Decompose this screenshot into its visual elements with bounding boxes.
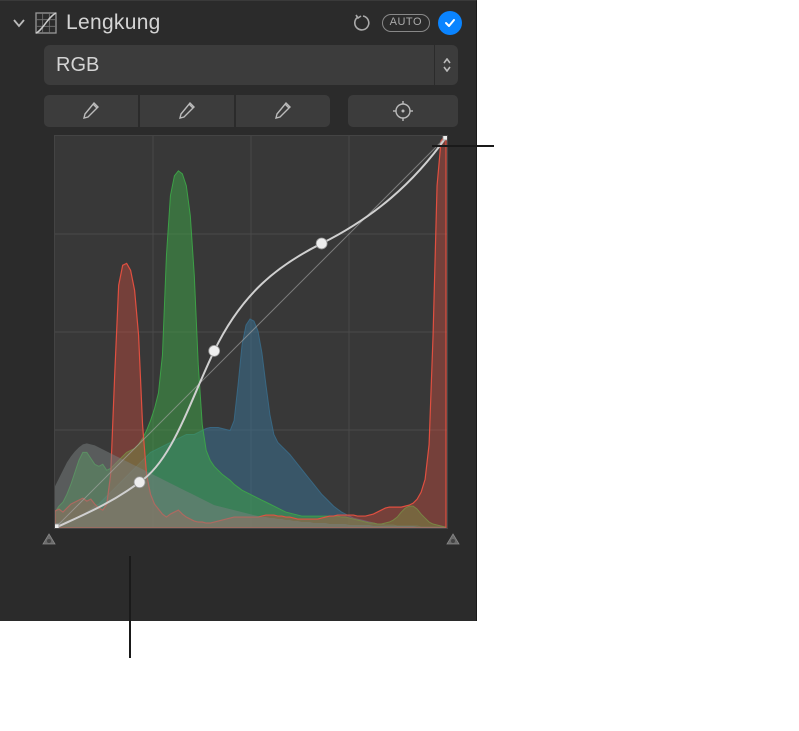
panel-title: Lengkung: [66, 11, 344, 35]
curves-module-icon: [34, 11, 58, 35]
enabled-checkbox[interactable]: [438, 11, 462, 35]
add-curve-point-button[interactable]: [348, 95, 458, 127]
controls-area: RGB: [0, 45, 476, 549]
disclosure-chevron-icon[interactable]: [12, 16, 26, 30]
curves-panel: Lengkung AUTO RGB: [0, 0, 477, 621]
auto-button[interactable]: AUTO: [382, 14, 430, 31]
select-arrows-icon: [434, 45, 458, 85]
white-point-handle[interactable]: [444, 531, 462, 547]
panel-header: Lengkung AUTO: [0, 1, 476, 45]
black-point-handle[interactable]: [40, 531, 58, 547]
channel-select[interactable]: RGB: [44, 45, 458, 85]
eyedropper-black-point[interactable]: [44, 95, 138, 127]
eyedropper-gray-point[interactable]: [140, 95, 234, 127]
reset-button[interactable]: [352, 12, 374, 34]
histogram-container: [44, 135, 458, 549]
eyedropper-group: [44, 95, 330, 127]
curves-histogram[interactable]: [54, 135, 448, 529]
eyedropper-white-point[interactable]: [236, 95, 330, 127]
channel-select-value: RGB: [56, 54, 99, 77]
